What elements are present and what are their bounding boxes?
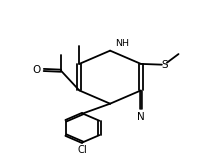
Text: O: O [33,65,41,75]
Text: NH: NH [115,39,129,48]
Text: Cl: Cl [78,145,88,155]
Text: S: S [161,60,168,70]
Text: N: N [137,112,145,122]
